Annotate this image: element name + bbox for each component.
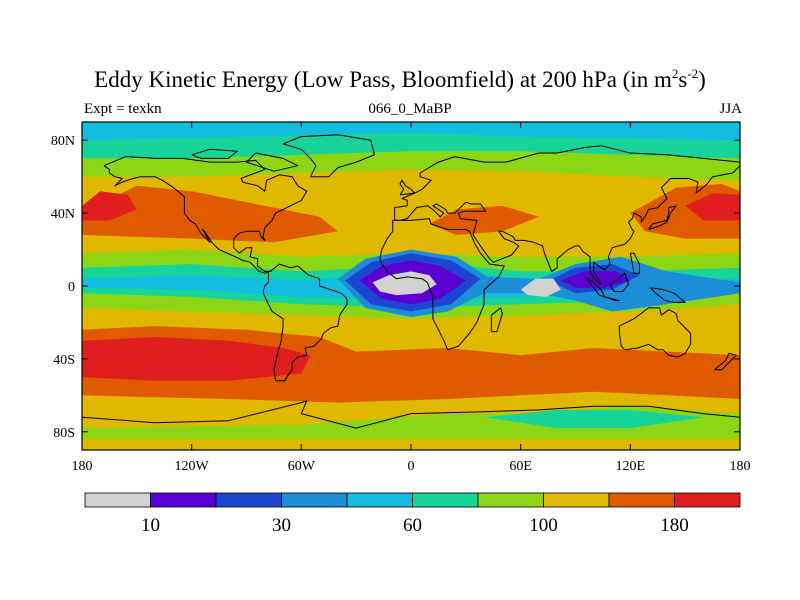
colorbar: 10 30 60 100 180 — [84, 492, 741, 536]
colorbar-label: 10 — [141, 515, 160, 536]
colorbar-swatch — [346, 492, 413, 508]
contour-region — [82, 191, 137, 221]
experiment-label: Expt = texkn — [84, 101, 162, 117]
axes: 180 120W 60W 0 60E 120E 180 80N 40N 0 40S 80S — [51, 122, 751, 474]
coastline — [399, 179, 416, 196]
coastline — [394, 145, 740, 221]
title-unit-m-exponent: 2 — [671, 66, 679, 81]
coastline — [191, 148, 238, 159]
x-tick-label: 120E — [616, 459, 646, 474]
title-text: Eddy Kinetic Energy (Low Pass, Bloomfiel… — [94, 67, 672, 92]
coastline — [604, 296, 620, 302]
coastline — [82, 400, 740, 429]
contour-region — [520, 278, 561, 297]
coastline — [394, 165, 740, 285]
x-tick-label: 60W — [288, 459, 316, 474]
colorbar-swatch — [150, 492, 217, 508]
contour-region — [372, 271, 437, 296]
colorbar-swatch — [215, 492, 282, 508]
x-tick-label: 180 — [72, 459, 93, 474]
coastline — [379, 218, 505, 351]
coastline — [714, 352, 737, 371]
x-tick-label: 60E — [509, 459, 532, 474]
colorbar-swatch — [608, 492, 675, 508]
chart-title: Eddy Kinetic Energy (Low Pass, Bloomfiel… — [0, 66, 800, 94]
contour-region — [685, 193, 740, 221]
coastline — [282, 134, 375, 178]
y-tick-label: 80S — [53, 426, 75, 441]
contour-region — [82, 185, 338, 243]
contour-region — [429, 205, 539, 235]
title-unit-s: s — [678, 67, 688, 92]
coastline — [103, 156, 308, 274]
coastline — [648, 205, 677, 230]
x-tick-label: 180 — [730, 459, 751, 474]
title-close: ) — [698, 67, 706, 92]
x-tick-label: 120W — [175, 459, 210, 474]
colorbar-label: 100 — [529, 515, 558, 536]
coastline — [246, 152, 299, 172]
run-label: 066_0_MaBP — [368, 101, 452, 117]
contour-field — [82, 122, 740, 450]
title-unit-s-exponent: -2 — [687, 66, 699, 81]
contour-region — [484, 409, 704, 429]
coastline — [609, 272, 629, 292]
x-tick-label: 0 — [408, 459, 415, 474]
y-tick-label: 0 — [68, 280, 75, 295]
colorbar-swatch — [674, 492, 741, 508]
season-label: JJA — [719, 101, 742, 117]
y-tick-label: 80N — [51, 134, 75, 149]
contour-region — [82, 337, 311, 381]
colorbar-label: 60 — [403, 515, 422, 536]
coastline — [650, 287, 686, 303]
contour-region — [82, 122, 740, 141]
y-tick-label: 40N — [51, 207, 75, 222]
y-tick-label: 40S — [53, 353, 75, 368]
coastline — [629, 252, 640, 274]
coastline — [262, 263, 348, 382]
colorbar-swatch — [84, 492, 151, 508]
colorbar-swatch — [412, 492, 479, 508]
coastlines — [82, 134, 740, 429]
colorbar-swatch — [281, 492, 348, 508]
colorbar-label: 180 — [660, 515, 689, 536]
colorbar-swatch — [543, 492, 610, 508]
colorbar-label: 30 — [272, 515, 291, 536]
coastline — [490, 307, 503, 333]
colorbar-swatch — [477, 492, 544, 508]
coastline — [618, 307, 692, 358]
